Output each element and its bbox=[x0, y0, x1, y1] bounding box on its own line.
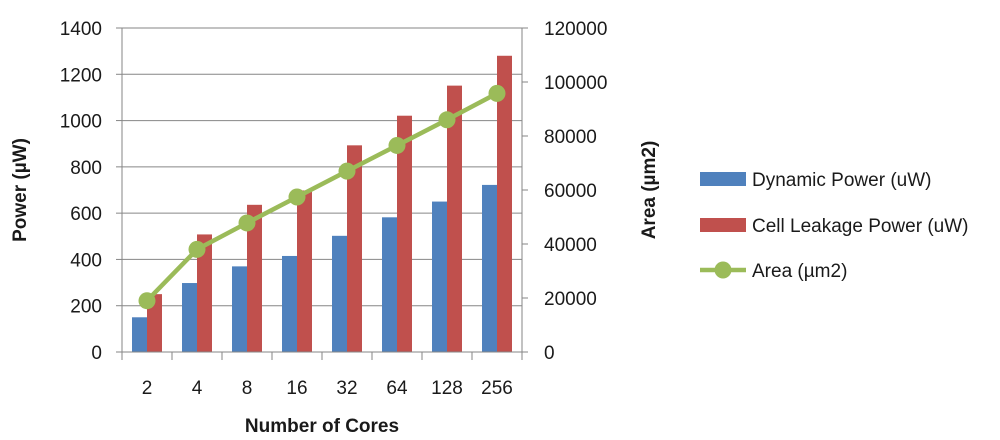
y2-tick-label: 80000 bbox=[544, 127, 597, 148]
point-area bbox=[488, 84, 506, 102]
legend-label-area: Area (µm2) bbox=[752, 261, 847, 282]
bar-dynamic-power bbox=[282, 255, 297, 352]
y-tick-label: 400 bbox=[70, 250, 102, 271]
line-series bbox=[138, 84, 506, 310]
legend-item-cell-leakage-power: Cell Leakage Power (uW) bbox=[700, 216, 968, 237]
y-tick-label: 800 bbox=[70, 158, 102, 179]
y2-tick-label: 100000 bbox=[544, 73, 607, 94]
legend-swatch-dynamic-power bbox=[700, 172, 746, 186]
y2-tick-label: 0 bbox=[544, 343, 555, 364]
legend-label-dynamic-power: Dynamic Power (uW) bbox=[752, 170, 931, 191]
bar-cell-leakage-power bbox=[447, 85, 462, 352]
axes bbox=[116, 27, 528, 360]
x-tick-label: 256 bbox=[481, 378, 513, 399]
point-area bbox=[188, 240, 206, 258]
point-area bbox=[438, 111, 456, 129]
x-axis-title: Number of Cores bbox=[245, 416, 399, 437]
bar-cell-leakage-power bbox=[497, 55, 512, 353]
x-tick-label: 2 bbox=[142, 378, 153, 399]
bar-cell-leakage-power bbox=[247, 204, 262, 352]
point-area bbox=[338, 162, 356, 180]
legend-label-cell-leakage-power: Cell Leakage Power (uW) bbox=[752, 216, 968, 237]
bar-cell-leakage-power bbox=[347, 145, 362, 352]
x-tick-label: 8 bbox=[242, 378, 253, 399]
point-area bbox=[388, 136, 406, 154]
legend: Dynamic Power (uW) Cell Leakage Power (u… bbox=[700, 170, 968, 282]
bar-cell-leakage-power bbox=[297, 190, 312, 352]
line-area bbox=[145, 91, 499, 303]
bar-dynamic-power bbox=[482, 184, 497, 352]
x-tick-label: 64 bbox=[386, 378, 408, 399]
bar-cell-leakage-power bbox=[397, 115, 412, 352]
bar-dynamic-power bbox=[382, 217, 397, 352]
y2-tick-label: 20000 bbox=[544, 289, 597, 310]
y-tick-label: 1200 bbox=[60, 65, 102, 86]
bar-series bbox=[132, 55, 512, 353]
bar-dynamic-power bbox=[232, 266, 247, 352]
bar-cell-leakage-power bbox=[147, 294, 162, 352]
legend-swatch-cell-leakage-power bbox=[700, 218, 746, 232]
y-tick-label: 200 bbox=[70, 297, 102, 318]
x-tick-label: 4 bbox=[192, 378, 203, 399]
bar-dynamic-power bbox=[332, 235, 347, 352]
x-tick-label: 128 bbox=[431, 378, 463, 399]
y2-axis-title: Area (µm2) bbox=[639, 141, 660, 240]
y-tick-label: 0 bbox=[91, 343, 102, 364]
x-tick-label: 16 bbox=[286, 378, 307, 399]
legend-item-dynamic-power: Dynamic Power (uW) bbox=[700, 170, 931, 191]
y-axis-title: Power (µW) bbox=[10, 138, 31, 242]
legend-item-area: Area (µm2) bbox=[700, 261, 847, 282]
x-tick-label: 32 bbox=[336, 378, 357, 399]
point-area bbox=[238, 214, 256, 232]
y2-tick-label: 120000 bbox=[544, 19, 607, 40]
legend-marker-area bbox=[714, 261, 732, 279]
y-tick-label: 1400 bbox=[60, 19, 102, 40]
bar-dynamic-power bbox=[132, 317, 147, 352]
y2-tick-label: 60000 bbox=[544, 181, 597, 202]
point-area bbox=[138, 292, 156, 310]
y2-tick-label: 40000 bbox=[544, 235, 597, 256]
bar-cell-leakage-power bbox=[197, 234, 212, 352]
point-area bbox=[288, 188, 306, 206]
y-tick-label: 600 bbox=[70, 204, 102, 225]
bar-dynamic-power bbox=[182, 283, 197, 352]
tick-labels: 0 200 400 600 800 1000 1200 1400 0 20000 40000 6000… bbox=[60, 19, 608, 399]
bar-dynamic-power bbox=[432, 201, 447, 352]
y-tick-label: 1000 bbox=[60, 112, 102, 133]
